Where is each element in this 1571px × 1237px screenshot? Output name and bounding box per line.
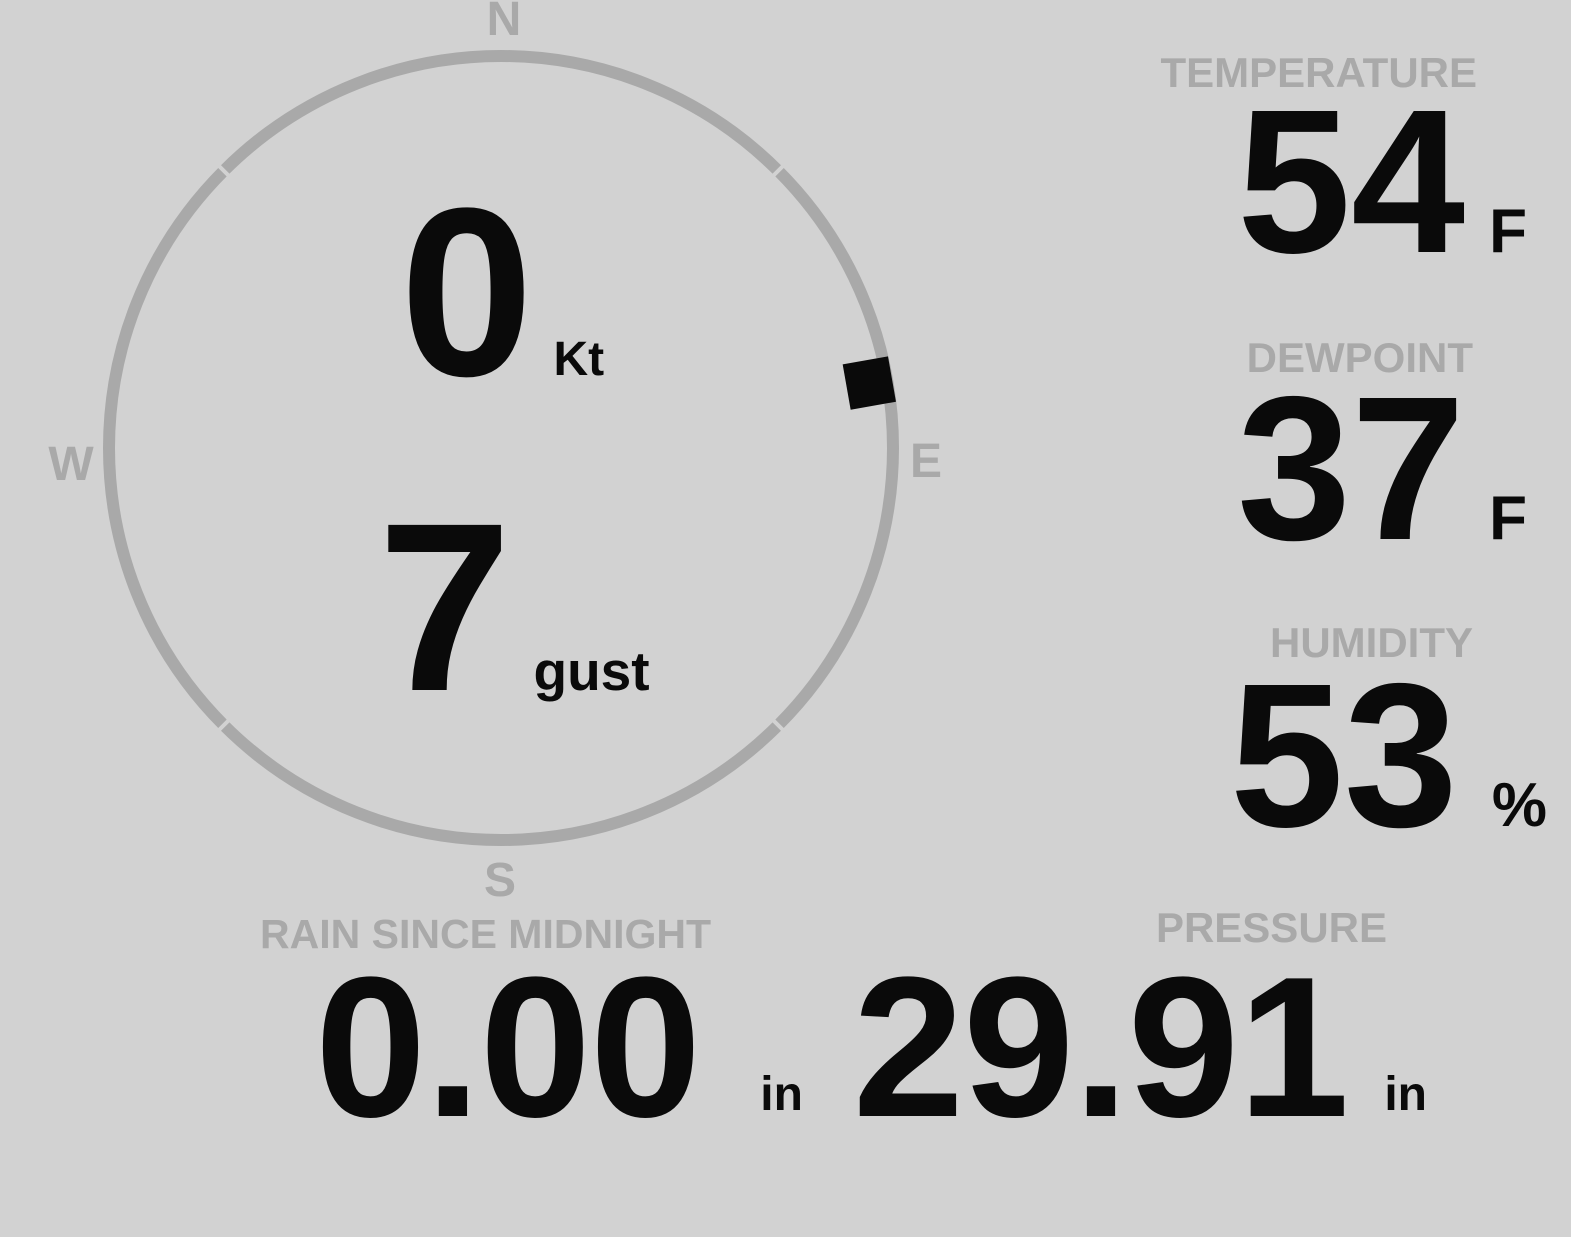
wind-gust-unit: gust [533, 640, 650, 702]
rain-value: 0.00 [315, 936, 701, 1159]
pressure-unit: in [1384, 1068, 1427, 1121]
wind-speed-readout: 0 Kt [400, 172, 604, 412]
dewpoint-unit: F [1489, 484, 1527, 553]
temperature-value: 54 [1237, 67, 1466, 296]
temperature-label: TEMPERATURE [1160, 49, 1477, 96]
wind-speed-value: 0 [400, 158, 534, 426]
dewpoint-readout: 37 F [1237, 366, 1527, 571]
compass-label-west: W [48, 438, 94, 491]
dewpoint-label: DEWPOINT [1246, 334, 1473, 381]
wind-direction-marker-icon [842, 356, 896, 410]
compass-label-east: E [909, 435, 943, 488]
dewpoint-value: 37 [1237, 354, 1466, 583]
humidity-value: 53 [1229, 641, 1458, 870]
humidity-label: HUMIDITY [1270, 619, 1473, 666]
pressure-readout: 29.91 in [853, 948, 1427, 1148]
humidity-readout: 53 % [1230, 653, 1547, 858]
wind-speed-unit: Kt [553, 333, 605, 386]
temperature-unit: F [1489, 197, 1527, 266]
humidity-unit: % [1491, 771, 1547, 840]
wind-gust-readout: 7 gust [378, 487, 650, 727]
rain-unit: in [760, 1068, 803, 1121]
compass-label-north: N [486, 0, 522, 46]
wind-gust-value: 7 [378, 473, 512, 741]
pressure-value: 29.91 [852, 936, 1349, 1159]
rain-label: RAIN SINCE MIDNIGHT [260, 911, 711, 957]
temperature-readout: 54 F [1237, 79, 1527, 284]
pressure-label: PRESSURE [1155, 904, 1387, 951]
compass-label-south: S [483, 854, 517, 907]
rain-readout: 0.00 in [315, 948, 803, 1148]
